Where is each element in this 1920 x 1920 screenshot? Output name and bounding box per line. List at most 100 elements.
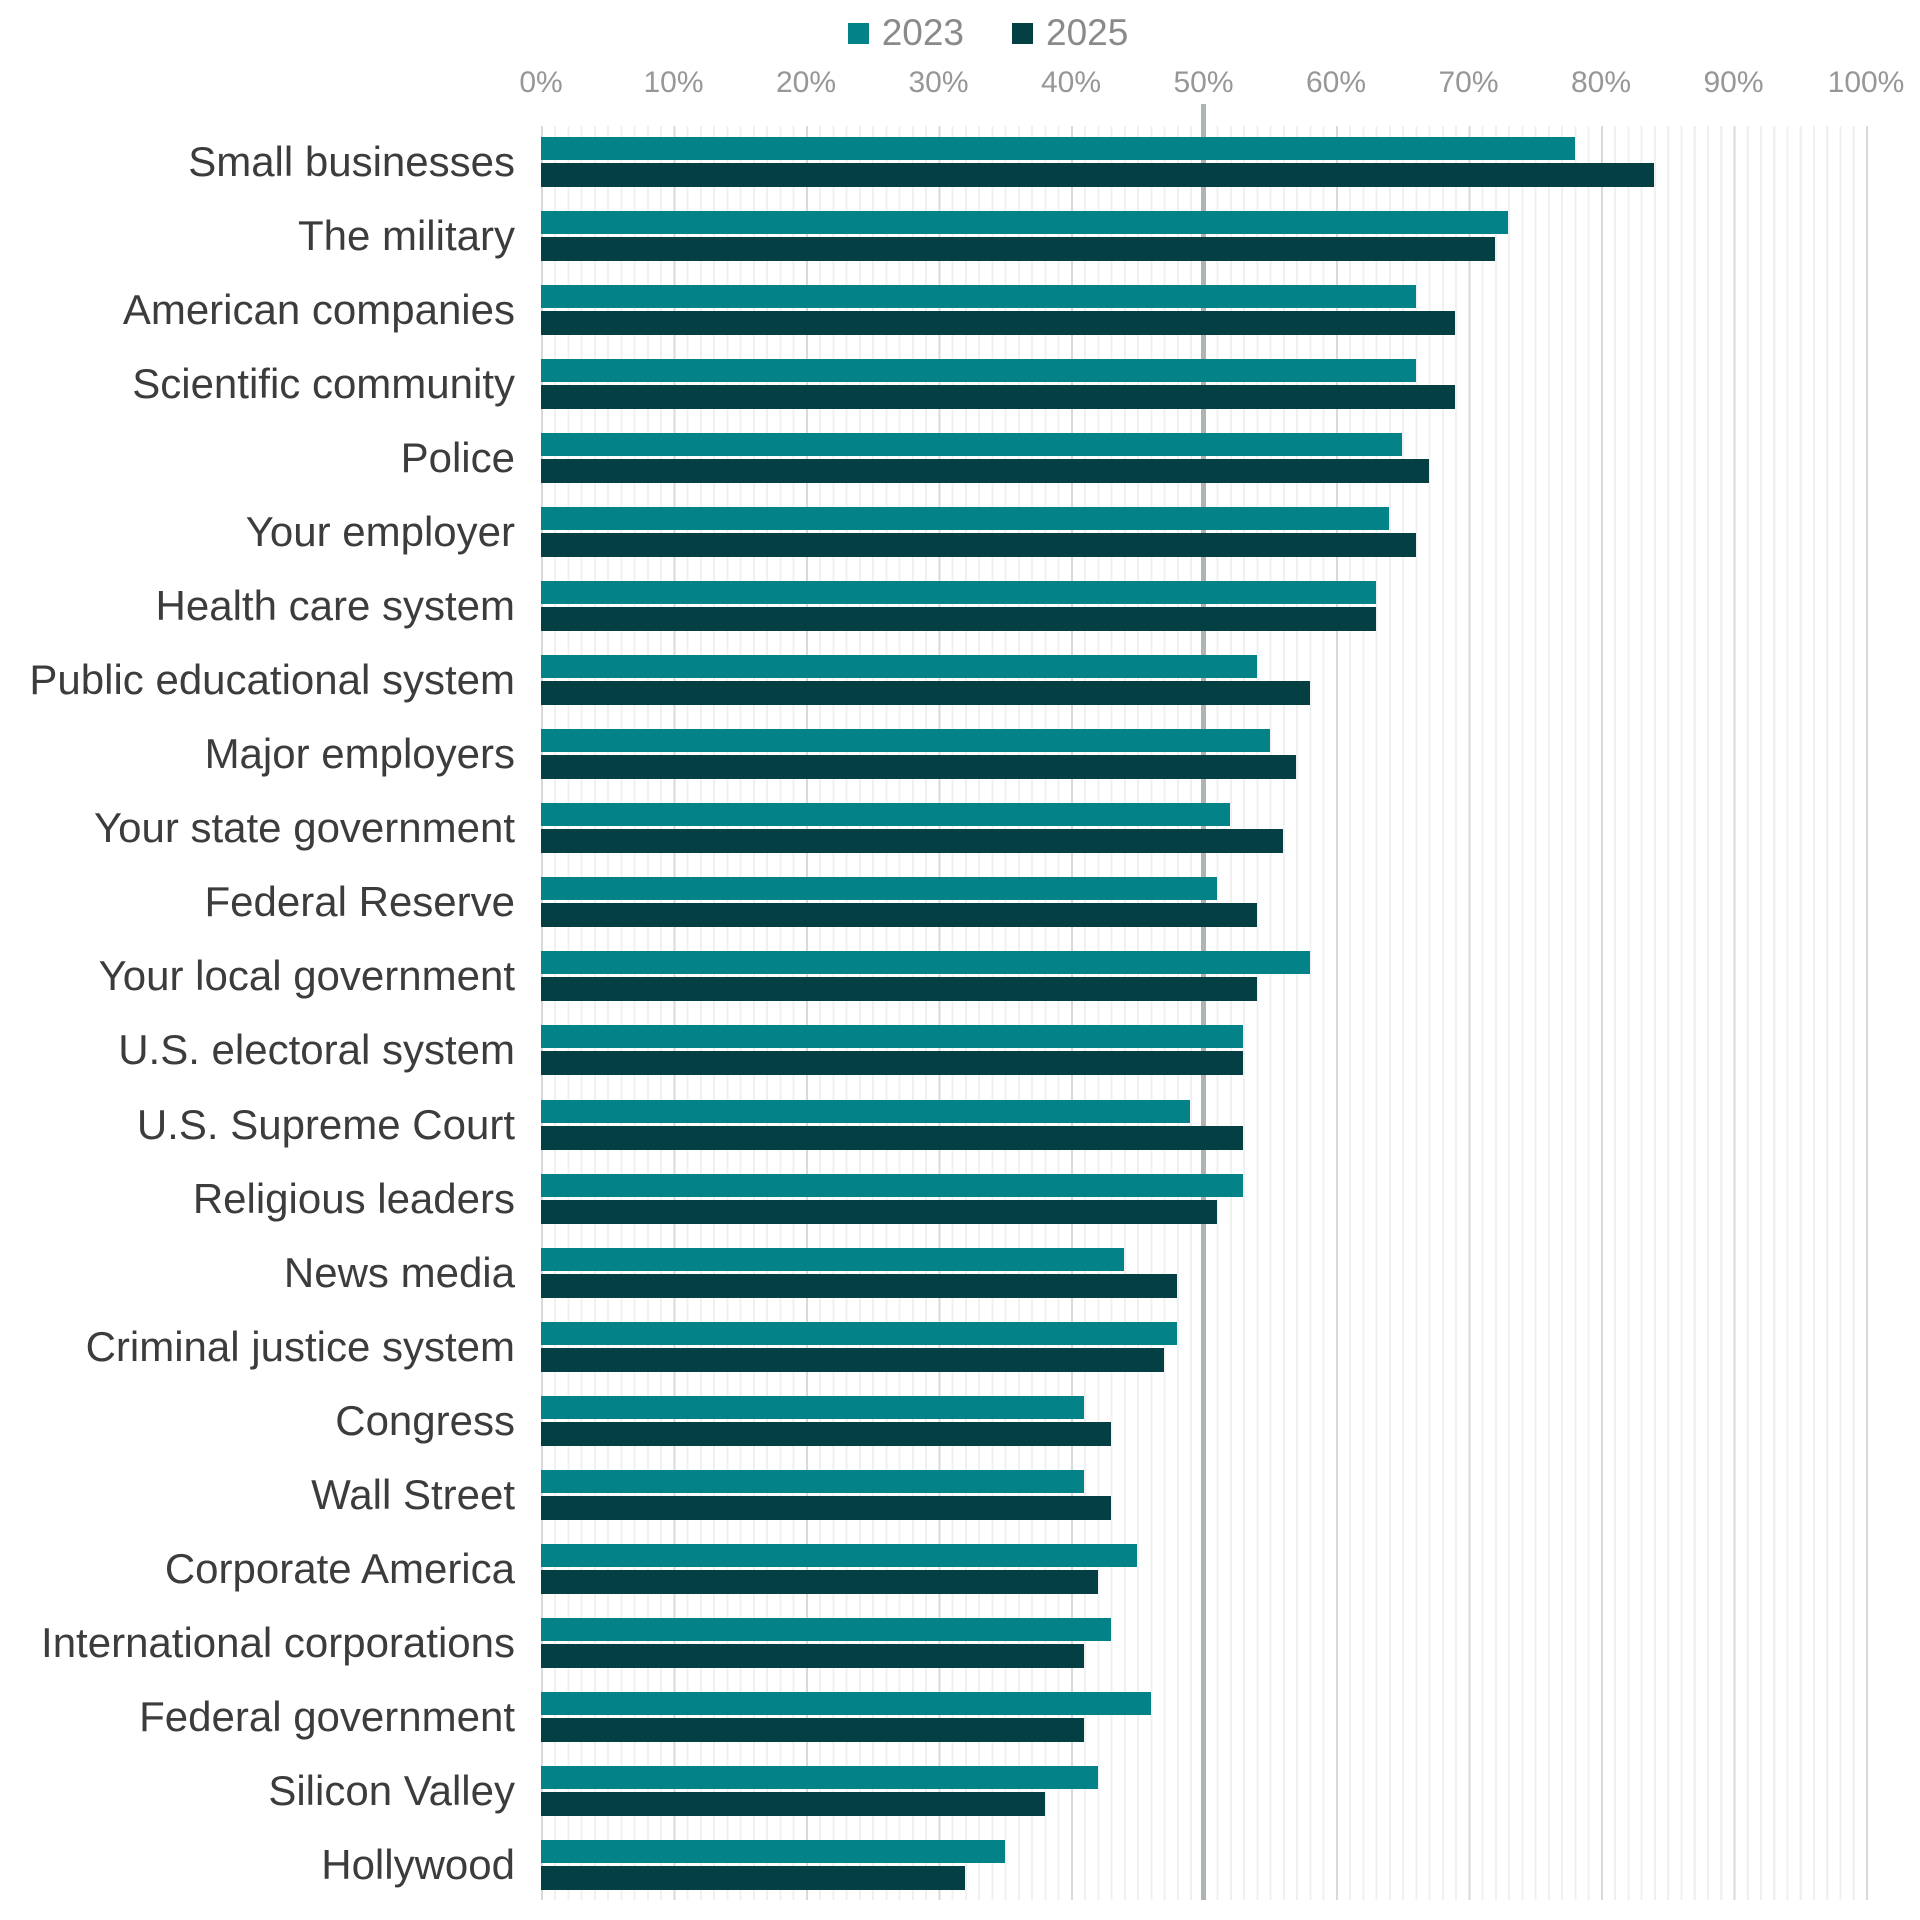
- chart-row: Your local government: [0, 951, 1920, 1001]
- bar-2023: [541, 1470, 1085, 1493]
- bar-2025: [541, 1792, 1045, 1816]
- chart-row: Hollywood: [0, 1840, 1920, 1890]
- category-label: Federal government: [139, 1693, 515, 1740]
- bar-2023: [541, 137, 1575, 160]
- category-label: U.S. electoral system: [118, 1026, 515, 1073]
- bar-2023: [541, 877, 1217, 900]
- x-axis-tick-label: 100%: [1827, 66, 1905, 99]
- x-axis-tick-label: 10%: [643, 66, 704, 99]
- x-axis-tick-label: 40%: [1040, 66, 1102, 99]
- bar-2023: [541, 1692, 1151, 1715]
- chart-row: Congress: [0, 1396, 1920, 1446]
- category-label: Federal Reserve: [204, 878, 515, 925]
- chart-row: Silicon Valley: [0, 1766, 1920, 1816]
- bar-2025: [541, 533, 1416, 557]
- category-label: International corporations: [41, 1619, 515, 1666]
- chart-row: Religious leaders: [0, 1174, 1920, 1224]
- bar-2025: [541, 755, 1297, 779]
- category-label: Your employer: [245, 508, 515, 555]
- chart-row: Major employers: [0, 729, 1920, 779]
- bar-2023: [541, 507, 1389, 530]
- bar-2025: [541, 607, 1376, 631]
- legend-item-2025: 2025: [1012, 12, 1128, 54]
- bar-2023: [541, 1100, 1191, 1123]
- chart-row: Health care system: [0, 581, 1920, 631]
- bar-2025: [541, 459, 1429, 483]
- bar-2023: [541, 1618, 1111, 1641]
- bar-2023: [541, 581, 1376, 604]
- bar-2023: [541, 433, 1403, 456]
- chart-row: Your state government: [0, 803, 1920, 853]
- chart-row: Scientific community: [0, 359, 1920, 409]
- bar-2025: [541, 1126, 1244, 1150]
- x-axis-tick-label: 30%: [908, 66, 969, 99]
- category-label: Hollywood: [321, 1841, 515, 1888]
- bar-2025: [541, 681, 1310, 705]
- chart-row: Criminal justice system: [0, 1322, 1920, 1372]
- legend-label-2023: 2023: [881, 12, 964, 53]
- bar-2023: [541, 729, 1270, 752]
- bar-2023: [541, 1322, 1177, 1345]
- chart-row: Federal government: [0, 1692, 1920, 1742]
- bar-2025: [541, 1866, 965, 1890]
- bar-2023: [541, 1544, 1138, 1567]
- fifty-percent-reference-line: [1201, 104, 1206, 1900]
- category-label: Wall Street: [311, 1471, 515, 1518]
- category-label: Your local government: [98, 952, 515, 999]
- chart-row: Federal Reserve: [0, 877, 1920, 927]
- bar-2023: [541, 1174, 1244, 1197]
- bar-2023: [541, 1025, 1244, 1048]
- bar-2025: [541, 903, 1257, 927]
- x-axis-tick-label: 50%: [1173, 66, 1234, 99]
- category-label: The military: [297, 212, 515, 259]
- chart-row: Police: [0, 433, 1920, 483]
- category-label: Small businesses: [188, 138, 515, 185]
- legend-swatch-2023-icon: [847, 22, 869, 44]
- x-axis-tick-label: 0%: [519, 66, 563, 99]
- chart-row: U.S. electoral system: [0, 1025, 1920, 1075]
- x-axis-tick-label: 90%: [1703, 66, 1764, 99]
- category-label: Health care system: [155, 582, 515, 629]
- bar-2023: [541, 1396, 1085, 1419]
- x-axis-tick-label: 70%: [1438, 66, 1499, 99]
- bar-2023: [541, 285, 1416, 308]
- category-label: Police: [400, 434, 515, 481]
- category-label: Public educational system: [29, 656, 515, 703]
- category-label: Corporate America: [164, 1545, 515, 1592]
- chart-row: International corporations: [0, 1618, 1920, 1668]
- bar-2025: [541, 829, 1283, 853]
- category-label: Criminal justice system: [85, 1323, 515, 1370]
- chart-row: News media: [0, 1248, 1920, 1298]
- legend-swatch-2025-icon: [1012, 22, 1033, 44]
- x-axis-tick-label: 60%: [1305, 66, 1367, 99]
- legend-label-2025: 2025: [1046, 12, 1129, 53]
- bar-2025: [541, 385, 1456, 409]
- bar-2023: [541, 359, 1416, 382]
- bar-2025: [541, 1422, 1111, 1446]
- category-label: Congress: [335, 1397, 515, 1444]
- x-axis-tick-label: 80%: [1570, 66, 1632, 99]
- bar-2025: [541, 1496, 1111, 1520]
- bar-2025: [541, 1570, 1098, 1594]
- category-label: Scientific community: [132, 360, 515, 407]
- bar-2025: [541, 311, 1456, 335]
- bar-2023: [541, 951, 1310, 974]
- bar-2025: [541, 1718, 1085, 1742]
- bar-2025: [541, 1200, 1217, 1224]
- category-label: Religious leaders: [192, 1175, 515, 1222]
- category-label: Your state government: [93, 804, 515, 851]
- bar-2023: [541, 1840, 1005, 1863]
- chart-row: American companies: [0, 285, 1920, 335]
- bar-2025: [541, 163, 1654, 187]
- chart-row: Your employer: [0, 507, 1920, 557]
- bar-2025: [541, 977, 1257, 1001]
- bar-2025: [541, 237, 1495, 261]
- bar-2023: [541, 1248, 1124, 1271]
- bar-2023: [541, 211, 1509, 234]
- bar-2025: [541, 1348, 1164, 1372]
- bar-2023: [541, 803, 1230, 826]
- category-label: Silicon Valley: [268, 1767, 515, 1814]
- category-label: American companies: [122, 286, 515, 333]
